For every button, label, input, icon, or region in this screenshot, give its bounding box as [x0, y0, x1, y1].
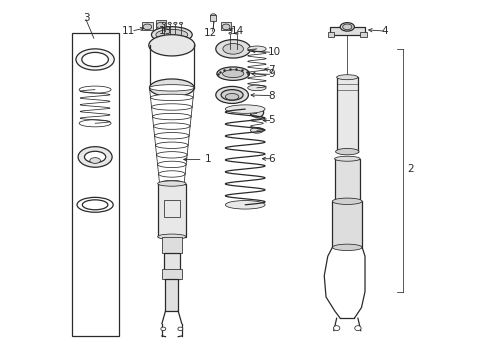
Ellipse shape: [215, 40, 250, 58]
Text: 5: 5: [268, 116, 274, 125]
Ellipse shape: [161, 327, 165, 330]
Ellipse shape: [340, 23, 354, 31]
Bar: [163, 253, 179, 279]
Ellipse shape: [335, 148, 358, 155]
Ellipse shape: [149, 79, 194, 97]
Text: 12: 12: [204, 28, 217, 37]
Ellipse shape: [332, 244, 362, 251]
Ellipse shape: [247, 46, 265, 52]
Ellipse shape: [151, 27, 192, 42]
Ellipse shape: [154, 132, 189, 139]
Ellipse shape: [159, 180, 184, 187]
Ellipse shape: [342, 24, 351, 30]
Ellipse shape: [235, 32, 238, 34]
Bar: [163, 200, 179, 217]
Ellipse shape: [247, 85, 265, 91]
Bar: [332, 201, 362, 247]
Ellipse shape: [221, 90, 243, 100]
Bar: [210, 15, 216, 21]
Text: 9: 9: [268, 69, 274, 79]
Ellipse shape: [150, 94, 193, 100]
Bar: [334, 159, 359, 201]
Ellipse shape: [157, 161, 186, 168]
Ellipse shape: [179, 22, 183, 24]
Ellipse shape: [157, 181, 185, 186]
Ellipse shape: [156, 152, 187, 158]
Bar: [162, 269, 182, 279]
Ellipse shape: [222, 24, 229, 30]
Ellipse shape: [332, 198, 362, 204]
Ellipse shape: [151, 104, 192, 110]
Ellipse shape: [333, 326, 339, 330]
Ellipse shape: [334, 199, 359, 204]
Bar: [157, 184, 185, 237]
Ellipse shape: [225, 201, 264, 209]
Ellipse shape: [228, 32, 231, 34]
Ellipse shape: [81, 53, 108, 67]
Bar: [155, 20, 166, 29]
Ellipse shape: [156, 30, 187, 40]
Ellipse shape: [149, 85, 194, 91]
Ellipse shape: [79, 86, 111, 93]
Text: 3: 3: [82, 13, 89, 23]
Bar: [221, 22, 230, 30]
Text: 1: 1: [204, 154, 211, 165]
Ellipse shape: [152, 113, 191, 120]
Ellipse shape: [225, 105, 264, 113]
Ellipse shape: [153, 123, 190, 129]
Ellipse shape: [157, 234, 185, 239]
Ellipse shape: [84, 151, 105, 163]
Bar: [71, 33, 119, 336]
Text: 6: 6: [268, 154, 274, 164]
Ellipse shape: [158, 171, 185, 177]
Ellipse shape: [76, 49, 114, 70]
Bar: [336, 77, 357, 152]
Text: 13: 13: [158, 26, 171, 36]
Text: 2: 2: [407, 165, 413, 174]
Ellipse shape: [250, 127, 263, 133]
Ellipse shape: [336, 75, 357, 80]
Bar: [327, 32, 333, 37]
Bar: [329, 27, 364, 35]
Text: 8: 8: [268, 91, 274, 101]
Ellipse shape: [162, 22, 165, 24]
Bar: [360, 32, 366, 37]
Ellipse shape: [178, 327, 183, 330]
Ellipse shape: [156, 22, 165, 29]
Ellipse shape: [354, 326, 360, 330]
Ellipse shape: [79, 120, 111, 127]
Bar: [162, 237, 182, 253]
Text: 7: 7: [268, 65, 274, 75]
Ellipse shape: [90, 158, 100, 163]
Ellipse shape: [223, 44, 243, 54]
Ellipse shape: [168, 22, 171, 24]
Ellipse shape: [155, 142, 188, 148]
Text: 4: 4: [381, 26, 387, 36]
Ellipse shape: [173, 22, 177, 24]
Bar: [165, 279, 178, 311]
Text: 14: 14: [230, 26, 244, 36]
Ellipse shape: [250, 108, 263, 117]
Text: 10: 10: [268, 48, 281, 57]
Ellipse shape: [148, 35, 195, 56]
Ellipse shape: [336, 149, 357, 154]
Ellipse shape: [215, 86, 248, 103]
Ellipse shape: [78, 147, 112, 167]
Ellipse shape: [210, 14, 216, 18]
Ellipse shape: [225, 94, 238, 100]
Ellipse shape: [82, 200, 108, 210]
Ellipse shape: [334, 156, 359, 161]
Bar: [142, 22, 152, 31]
Ellipse shape: [143, 24, 151, 30]
Ellipse shape: [222, 70, 244, 77]
Text: 11: 11: [122, 26, 135, 36]
Ellipse shape: [216, 67, 249, 80]
